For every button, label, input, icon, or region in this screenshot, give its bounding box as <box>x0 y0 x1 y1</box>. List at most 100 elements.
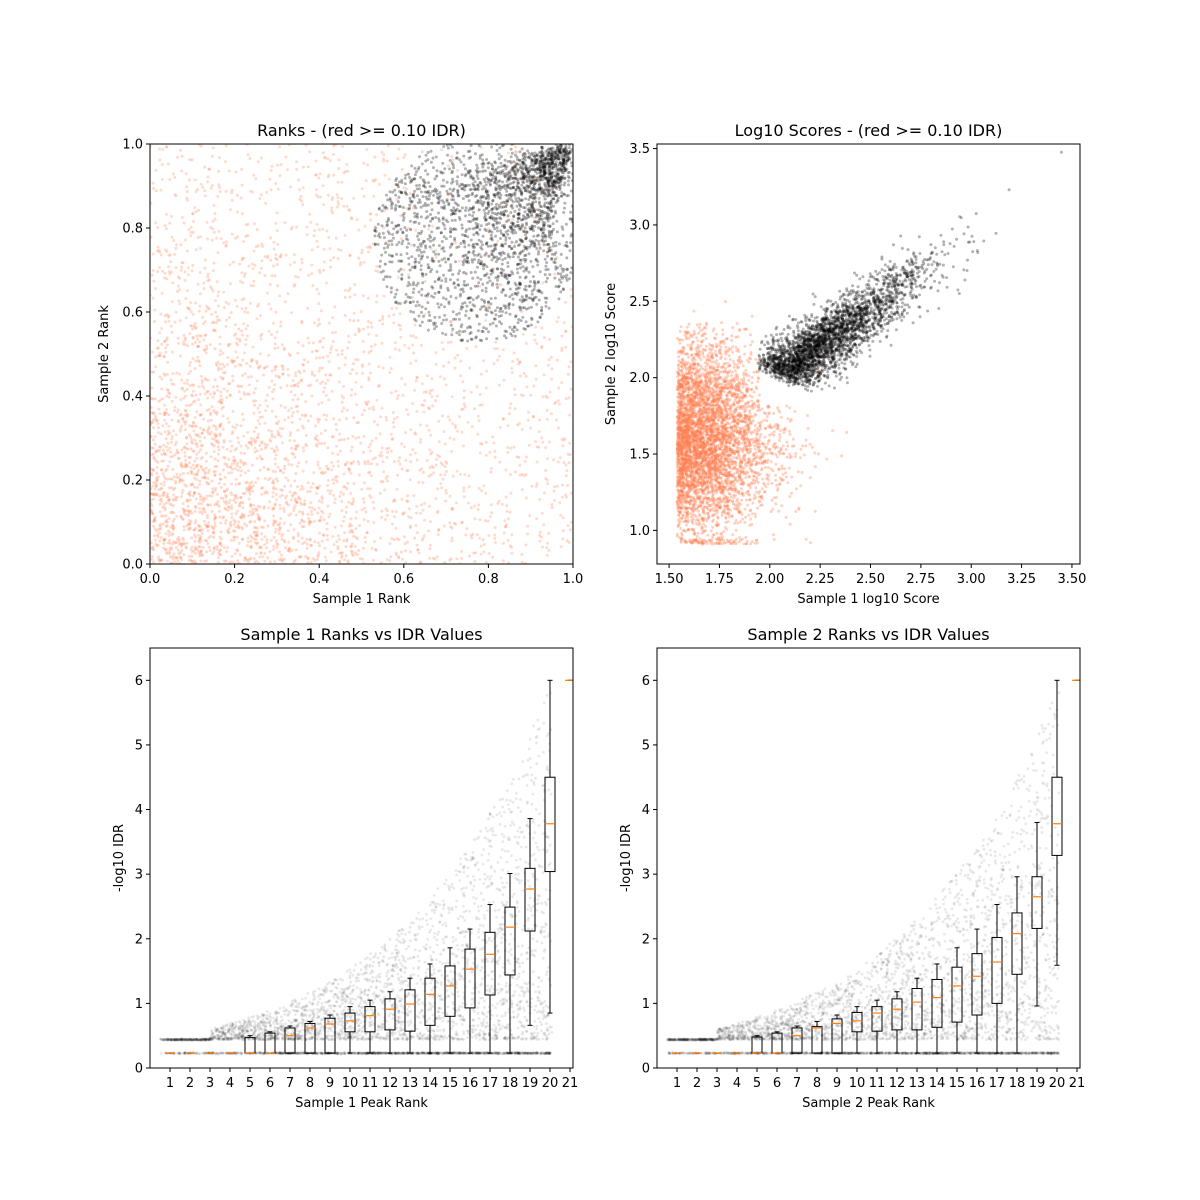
scatter-point <box>235 464 239 467</box>
scatter-point <box>311 557 315 560</box>
scatter-point <box>224 493 228 497</box>
scatter-point <box>178 302 182 306</box>
scatter-point <box>384 250 387 254</box>
scatter-point <box>449 235 452 239</box>
scatter-point <box>416 234 419 238</box>
scatter-point <box>165 552 169 556</box>
scatter-point <box>164 411 168 415</box>
scatter-point <box>278 521 282 525</box>
scatter-point <box>563 300 567 304</box>
scatter-point <box>318 466 322 470</box>
scatter-point <box>181 261 185 265</box>
scatter-point <box>266 443 269 447</box>
scatter-point <box>533 338 537 342</box>
scatter-point <box>287 548 291 552</box>
scatter-point <box>189 469 193 473</box>
scatter-point <box>367 376 371 380</box>
scatter-point <box>542 336 546 340</box>
scatter-point <box>231 361 235 365</box>
scatter-point <box>513 407 517 411</box>
scatter-point <box>180 465 184 469</box>
scatter-point <box>534 440 538 444</box>
scatter-point <box>444 488 448 492</box>
scatter-point <box>160 327 164 331</box>
scatter-point <box>214 427 218 431</box>
scatter-point <box>520 250 524 254</box>
scatter-point <box>491 435 495 439</box>
scatter-point <box>567 541 571 544</box>
scatter-point <box>274 519 278 523</box>
scatter-point <box>301 186 305 190</box>
scatter-point <box>186 471 190 475</box>
scatter-point <box>380 515 384 519</box>
scatter-point <box>342 485 346 489</box>
scatter-point <box>564 474 568 478</box>
scatter-point <box>500 271 504 275</box>
scatter-point <box>286 529 290 533</box>
scatter-point <box>542 194 546 198</box>
scatter-point <box>476 199 480 203</box>
scatter-point <box>218 515 222 519</box>
scatter-point <box>317 551 321 555</box>
scatter-point <box>457 259 461 263</box>
scatter-point <box>537 242 541 246</box>
scatter-point <box>276 479 280 483</box>
scatter-point <box>205 494 209 498</box>
scatter-point <box>289 390 293 394</box>
scatter-point <box>418 468 422 472</box>
scatter-point <box>212 261 216 265</box>
scatter-point <box>190 324 194 328</box>
scatter-point <box>288 439 292 442</box>
scatter-point <box>227 527 231 531</box>
scatter-point <box>199 448 203 452</box>
scatter-point <box>317 544 321 548</box>
scatter-point <box>199 235 203 239</box>
scatter-point <box>283 540 287 544</box>
scatter-point <box>243 393 247 397</box>
scatter-point <box>173 560 177 564</box>
scatter-point <box>369 474 373 478</box>
scatter-point <box>198 271 202 274</box>
scatter-point <box>422 184 426 188</box>
scatter-point <box>403 383 407 386</box>
scatter-point <box>203 334 207 338</box>
scatter-point <box>499 193 503 197</box>
scatter-point <box>367 471 371 475</box>
scatter-point <box>234 500 238 504</box>
scatter-point <box>439 303 443 307</box>
scatter-point <box>420 150 424 154</box>
scatter-point <box>544 446 548 450</box>
scatter-point <box>184 546 188 550</box>
scatter-point <box>163 520 167 524</box>
scatter-point <box>224 324 228 328</box>
scatter-point <box>513 150 517 154</box>
scatter-point <box>196 549 200 553</box>
scatter-point <box>289 484 293 488</box>
scatter-point <box>527 284 531 288</box>
scatter-point <box>286 368 290 372</box>
scatter-point <box>200 378 204 382</box>
scatter-point <box>240 512 244 516</box>
scatter-point <box>241 501 245 505</box>
scatter-point <box>170 399 174 403</box>
scatter-point <box>211 219 215 223</box>
scatter-point <box>419 215 423 219</box>
scatter-point <box>517 223 521 227</box>
scatter-point <box>390 537 394 540</box>
scatter-point <box>190 560 194 564</box>
scatter-point <box>324 470 327 474</box>
scatter-point <box>493 449 497 453</box>
scatter-point <box>520 488 524 492</box>
scatter-point <box>353 293 357 297</box>
scatter-point <box>233 530 237 533</box>
scatter-point <box>218 400 222 404</box>
scatter-point <box>511 231 515 235</box>
scatter-point <box>367 362 371 366</box>
scatter-point <box>385 285 389 289</box>
scatter-point <box>292 491 296 495</box>
scatter-point <box>233 535 237 539</box>
scatter-point <box>373 242 377 246</box>
scatter-point <box>409 550 413 554</box>
scatter-point <box>333 497 337 501</box>
scatter-point <box>199 465 203 469</box>
